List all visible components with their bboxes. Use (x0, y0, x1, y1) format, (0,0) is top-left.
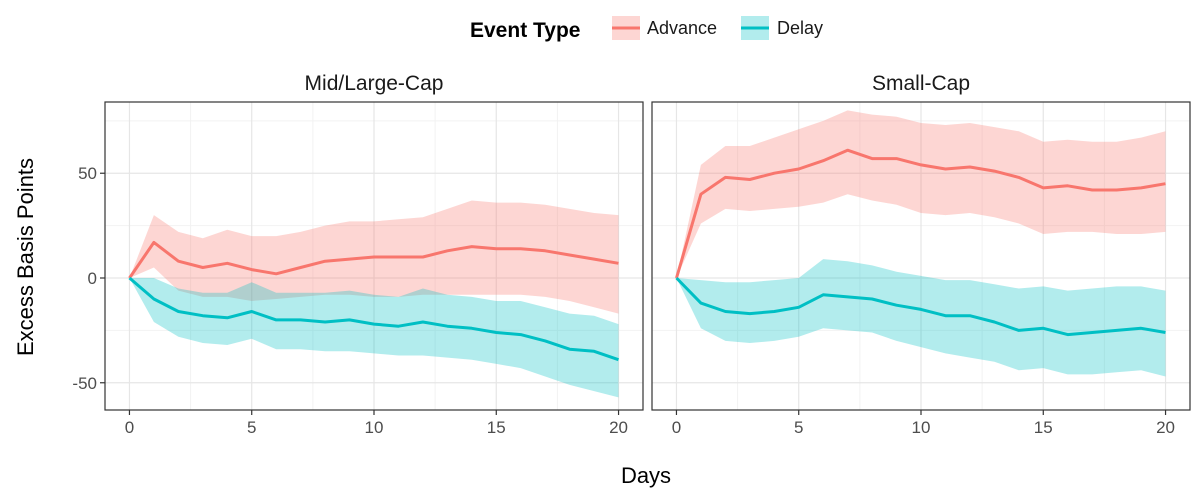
legend: Event Type Advance Delay (470, 16, 823, 42)
confidence-band-delay (676, 259, 1166, 377)
legend-label-advance: Advance (647, 18, 717, 38)
series-line-delay (128, 276, 619, 362)
x-tick-label: 0 (125, 418, 134, 437)
y-tick-label: 0 (88, 269, 97, 288)
legend-title: Event Type (470, 19, 580, 42)
x-tick-label: 0 (672, 418, 681, 437)
panel-title: Small-Cap (872, 72, 970, 95)
x-axis-title: Days (621, 463, 671, 488)
x-tick-label: 15 (487, 418, 506, 437)
x-tick-label: 5 (247, 418, 256, 437)
panel-title: Mid/Large-Cap (305, 72, 444, 95)
legend-label-delay: Delay (777, 18, 823, 38)
series-line-delay (675, 276, 1166, 337)
y-tick-label: 50 (78, 164, 97, 183)
confidence-band-delay (129, 278, 619, 398)
series-line-advance (128, 240, 619, 279)
y-axis-title: Excess Basis Points (13, 158, 38, 356)
panel-2: Small-Cap 0 5 10 15 20 (651, 72, 1191, 437)
x-tick-label: 5 (794, 418, 803, 437)
x-tick-label: 15 (1034, 418, 1053, 437)
panel-1: Mid/Large-Cap 0 5 10 15 20 -50 0 50 (72, 72, 644, 437)
x-tick-label: 20 (609, 418, 628, 437)
y-tick-label: -50 (72, 374, 97, 393)
panels: Mid/Large-Cap 0 5 10 15 20 -50 0 50 Small-Cap 0 5 10… (72, 72, 1191, 437)
x-tick-label: 20 (1156, 418, 1175, 437)
confidence-band-advance (676, 110, 1166, 279)
x-tick-label: 10 (912, 418, 931, 437)
x-tick-label: 10 (365, 418, 384, 437)
series-line-advance (675, 148, 1166, 279)
